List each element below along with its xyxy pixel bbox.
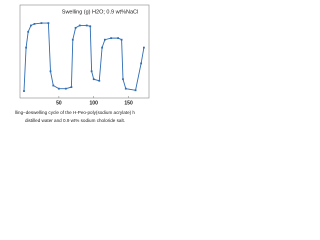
data-point xyxy=(134,89,137,92)
data-point xyxy=(74,26,77,29)
data-point xyxy=(124,87,127,90)
series-line xyxy=(23,22,145,92)
caption-line: lling–deswelling cycle of the H-Peo-poly… xyxy=(15,110,135,115)
data-point xyxy=(92,78,95,81)
data-point xyxy=(85,24,88,27)
caption-line: distilled water and 0.9 wt% sodium cholo… xyxy=(25,118,125,123)
data-point xyxy=(120,38,123,41)
data-point xyxy=(33,23,36,25)
data-point xyxy=(89,25,92,28)
data-point xyxy=(117,37,120,40)
chart-title: Swelling (g) H2O; 0.9 wt%NaCl xyxy=(62,9,138,15)
data-point xyxy=(78,24,81,27)
data-point xyxy=(98,79,101,82)
x-tick-label: 100 xyxy=(90,100,99,106)
data-point xyxy=(70,86,73,88)
data-point xyxy=(40,22,43,25)
x-tick-label: 50 xyxy=(56,100,62,106)
data-point xyxy=(143,46,145,49)
chart: Swelling (g) H2O; 0.9 wt%NaCl lling–desw… xyxy=(0,0,150,150)
x-tick-label: 150 xyxy=(124,100,133,106)
page: Swelling (g) H2O; 0.9 wt%NaCl lling–desw… xyxy=(0,0,150,150)
data-point xyxy=(90,70,93,73)
plot-frame xyxy=(19,4,150,99)
data-point xyxy=(25,46,27,49)
data-point xyxy=(49,70,52,73)
data-point xyxy=(122,78,124,81)
data-point xyxy=(64,87,67,90)
data-point xyxy=(103,38,106,41)
data-point xyxy=(101,46,103,49)
data-point xyxy=(30,24,32,27)
data-point xyxy=(27,30,30,33)
data-point xyxy=(140,62,143,65)
data-point xyxy=(57,87,60,90)
data-point xyxy=(71,38,74,41)
background xyxy=(0,0,150,150)
data-point xyxy=(47,22,50,25)
data-point xyxy=(23,90,25,92)
data-point xyxy=(110,37,113,40)
data-point xyxy=(52,84,55,87)
